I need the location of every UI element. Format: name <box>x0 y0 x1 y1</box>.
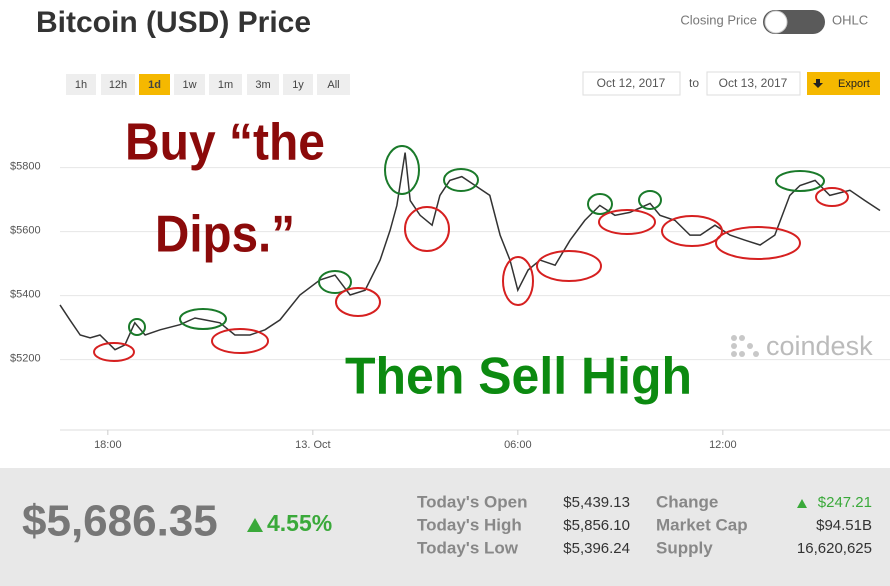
x-tick-label: 06:00 <box>504 439 532 451</box>
range-button[interactable] <box>317 74 350 95</box>
stat-label: Today's Open <box>417 492 527 511</box>
stat-value: $5,856.10 <box>563 517 630 534</box>
export-icon <box>813 79 823 88</box>
date-to: Oct 13, 2017 <box>719 76 788 90</box>
up-arrow <box>247 518 263 532</box>
dip-circles <box>93 187 849 362</box>
export-button[interactable] <box>807 72 880 95</box>
range-button[interactable] <box>139 74 170 95</box>
chart-title: Bitcoin (USD) Price <box>36 6 311 39</box>
stat-value: $5,396.24 <box>563 540 630 557</box>
range-label: 1d <box>148 79 161 91</box>
range-label: 1m <box>218 79 233 91</box>
range-button[interactable] <box>283 74 313 95</box>
range-label: 1y <box>292 79 304 91</box>
range-label: 1h <box>75 79 87 91</box>
stat-label: Supply <box>656 538 713 557</box>
date-to-box[interactable] <box>706 71 801 96</box>
range-label: 1w <box>182 79 196 91</box>
range-label: 12h <box>109 79 127 91</box>
stat-label: Today's High <box>417 515 522 534</box>
date-to-label: to <box>689 76 699 90</box>
logo-icon <box>731 335 759 357</box>
y-tick-label: $5200 <box>10 353 41 365</box>
range-button[interactable] <box>247 74 279 95</box>
peak-circles <box>128 145 825 336</box>
x-tick-label: 18:00 <box>94 439 122 451</box>
stat-label: Change <box>656 492 718 511</box>
date-from-box[interactable] <box>582 71 681 96</box>
price-line <box>59 152 881 351</box>
stat-value: $247.21 <box>818 494 872 511</box>
annotation: Then Sell High <box>345 348 692 406</box>
y-tick-label: $5400 <box>10 289 41 301</box>
y-tick-label: $5800 <box>10 161 41 173</box>
toggle-left-label: Closing Price <box>680 12 757 27</box>
range-button[interactable] <box>174 74 205 95</box>
annotation: Buy “the <box>125 114 325 172</box>
plot: $5200 $5400 $5600 $5800 18:00 13. Oct 06:00 12:… <box>10 152 890 451</box>
stat-value: $5,439.13 <box>563 494 630 511</box>
range-label: All <box>327 79 339 91</box>
x-tick-label: 13. Oct <box>295 439 330 451</box>
stat-label: Market Cap <box>656 515 748 534</box>
date-from: Oct 12, 2017 <box>597 76 666 90</box>
y-tick-label: $5600 <box>10 225 41 237</box>
toggle-right-label: OHLC <box>832 12 868 27</box>
toggle-knob <box>764 10 788 34</box>
stats-panel <box>0 468 890 586</box>
stat-label: Today's Low <box>417 538 519 557</box>
stat-value: 16,620,625 <box>797 540 872 557</box>
change-pct: 4.55% <box>267 510 332 536</box>
stat-value: $94.51B <box>816 517 872 534</box>
price: $5,686.35 <box>22 497 218 546</box>
logo: coindesk <box>766 331 873 361</box>
range-button[interactable] <box>209 74 242 95</box>
x-tick-label: 12:00 <box>709 439 737 451</box>
range-button[interactable] <box>101 74 135 95</box>
annotation: Dips.” <box>155 206 295 264</box>
up-arrow <box>797 499 807 508</box>
export-label: Export <box>838 78 870 90</box>
range-label: 3m <box>255 79 270 91</box>
range-button[interactable] <box>66 74 96 95</box>
